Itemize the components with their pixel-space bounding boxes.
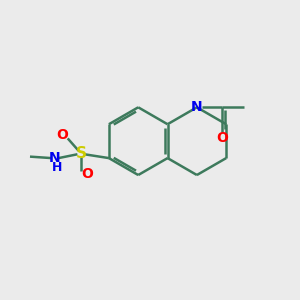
Text: O: O xyxy=(82,167,93,181)
Text: O: O xyxy=(56,128,68,142)
Text: O: O xyxy=(216,131,228,145)
Text: S: S xyxy=(75,146,86,161)
Text: N: N xyxy=(191,100,203,114)
Text: N: N xyxy=(49,151,61,165)
Text: H: H xyxy=(52,161,62,174)
